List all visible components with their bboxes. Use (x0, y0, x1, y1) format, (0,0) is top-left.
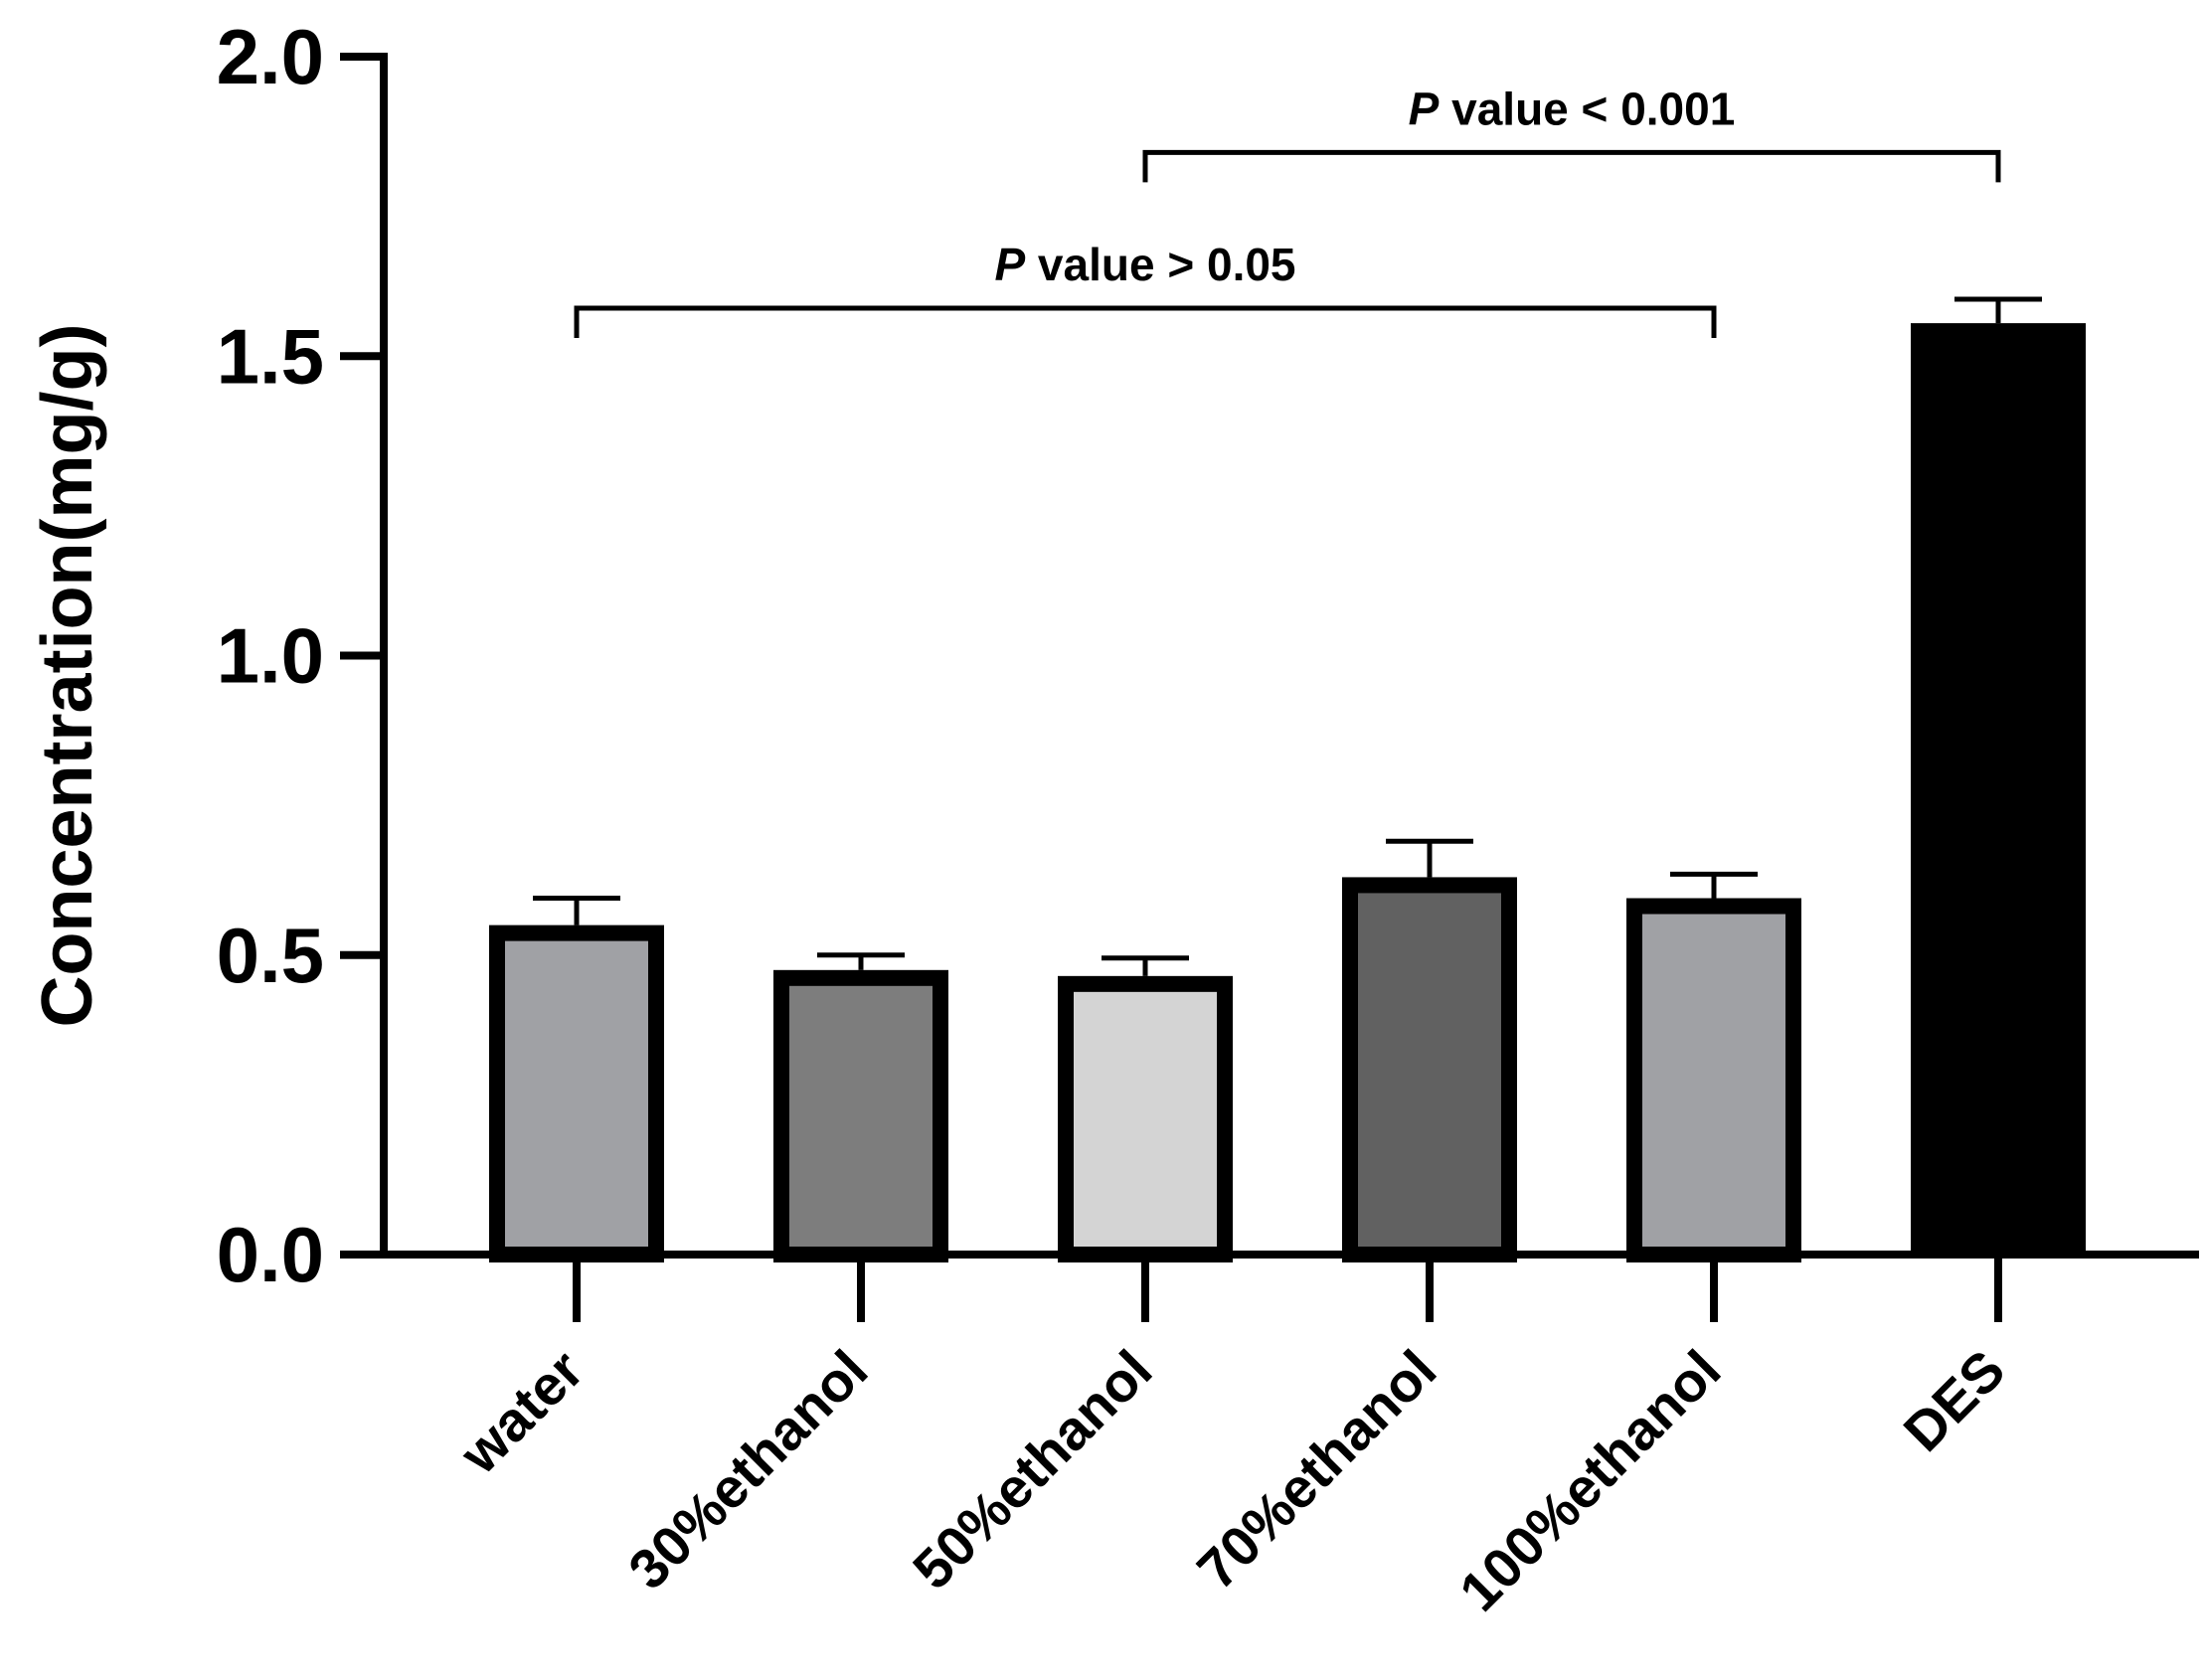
p-symbol: P (1409, 83, 1440, 134)
p-value-text: value > 0.05 (1025, 239, 1295, 290)
bars (489, 323, 2086, 1263)
p-symbol: P (994, 239, 1025, 290)
significance-annotations: P value > 0.05P value < 0.001 (574, 83, 2001, 339)
axes (340, 53, 2199, 1322)
x-category-label-4: 100%ethanol (1447, 1338, 1733, 1623)
bar-des (1911, 323, 2086, 1255)
y-tick-label-3: 1.5 (217, 312, 324, 400)
x-category-label-0: water (447, 1338, 595, 1486)
significance-label-1: P value < 0.001 (1409, 83, 1736, 134)
bar-water (489, 924, 664, 1262)
bar-50-ethanol (1058, 975, 1233, 1263)
x-category-label-1: 30%ethanol (616, 1338, 880, 1601)
x-category-label-3: 70%ethanol (1185, 1338, 1448, 1601)
error-bars (533, 296, 2042, 976)
significance-bracket-0 (574, 305, 1717, 339)
y-tick-label-0: 0.0 (217, 1211, 324, 1298)
x-category-label-2: 50%ethanol (901, 1338, 1164, 1601)
significance-label-0: P value > 0.05 (994, 239, 1295, 290)
significance-bracket-1 (1142, 149, 2001, 183)
bar-100-ethanol (1626, 898, 1801, 1262)
y-tick-label-1: 0.5 (217, 912, 324, 999)
bar-30-ethanol (773, 969, 948, 1262)
p-value-text: value < 0.001 (1439, 83, 1735, 134)
y-axis-title: Concentration(mg/g) (28, 324, 107, 1028)
y-tick-label-2: 1.0 (217, 612, 324, 700)
x-category-label-5: DES (1892, 1338, 2017, 1463)
bar-70-ethanol (1342, 877, 1517, 1262)
y-tick-label-4: 2.0 (217, 13, 324, 100)
